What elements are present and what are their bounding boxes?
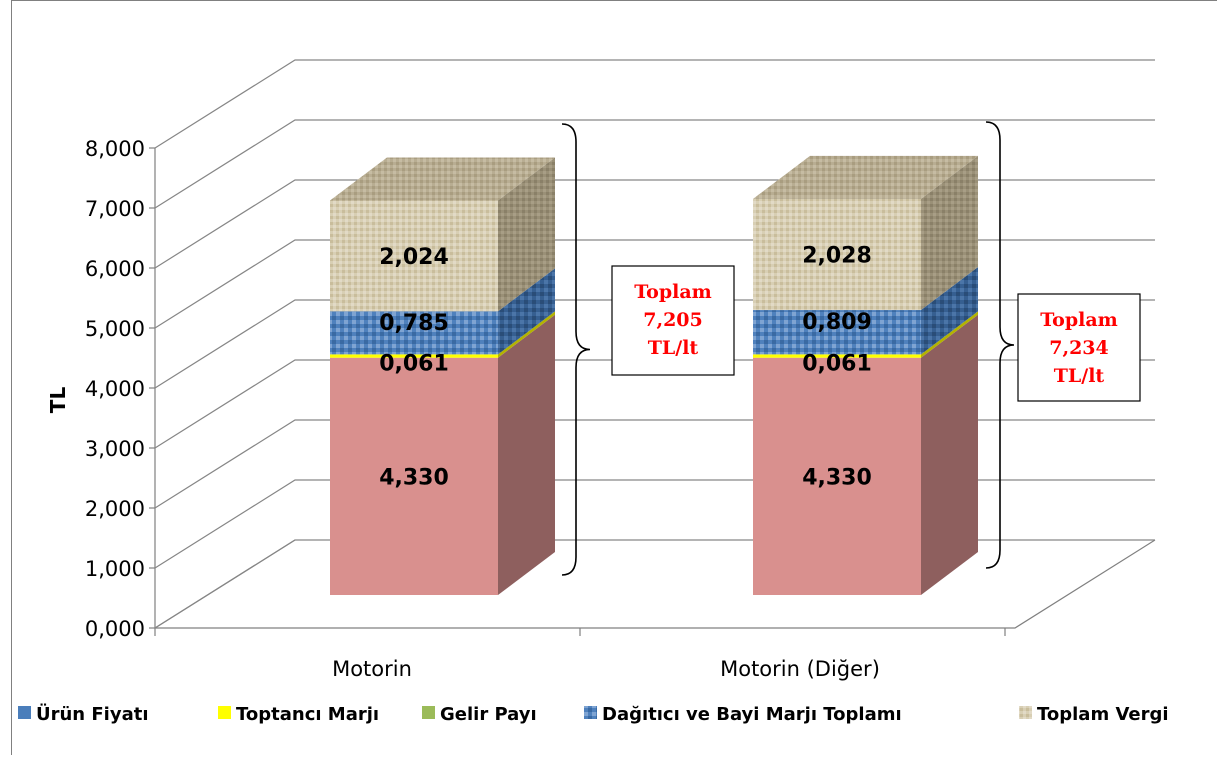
bar-segment-3 <box>330 311 498 355</box>
bar-top <box>753 155 978 199</box>
legend-swatch <box>218 706 231 719</box>
total-annotations: Toplam 7,205 TL/lt Toplam 7,234 TL/lt <box>561 121 1141 576</box>
legend-swatch <box>1019 706 1032 719</box>
legend-label: Gelir Payı <box>440 704 537 725</box>
bar-segment-0 <box>330 357 498 595</box>
legend-swatch <box>584 706 597 719</box>
data-label: 4,330 <box>802 465 872 490</box>
bar-side-1 <box>921 311 978 358</box>
bar-segment-3 <box>753 310 921 355</box>
bar-segment-1 <box>330 354 498 358</box>
y-tick-label: 5,000 <box>85 317 145 341</box>
data-labels: 4,330 0,061 0,785 2,024 4,330 0,061 0,809 2,028 <box>379 243 872 490</box>
bar-segment-4 <box>330 200 498 312</box>
y-tick-label: 1,000 <box>85 557 145 581</box>
total-text: Toplam <box>634 281 712 303</box>
y-tick-label: 2,000 <box>85 497 145 521</box>
y-ticks: 0,000 1,000 2,000 3,000 4,000 5,000 6,000 7,000… <box>85 137 145 641</box>
y-tick-label: 7,000 <box>85 197 145 221</box>
floor-front-edge <box>155 539 1156 629</box>
gridline <box>154 479 1155 569</box>
legend-label: Dağıtıcı ve Bayi Marjı Toplamı <box>602 704 902 725</box>
total-text: TL/lt <box>648 337 699 359</box>
total-text: TL/lt <box>1054 365 1105 387</box>
data-label: 2,028 <box>802 243 872 268</box>
legend: Ürün Fiyatı Toptancı Marjı Gelir Payı Dağıt… <box>18 703 1169 725</box>
y-tick-label: 6,000 <box>85 257 145 281</box>
brace <box>985 121 1015 569</box>
gridline <box>154 179 1155 269</box>
total-text: Toplam <box>1040 309 1118 331</box>
y-tick-label: 0,000 <box>85 617 145 641</box>
legend-swatch <box>18 706 31 719</box>
gridline <box>154 419 1155 509</box>
data-label: 2,024 <box>379 245 449 270</box>
category-labels: Motorin Motorin (Diğer) <box>332 657 880 681</box>
bar-segment-4 <box>753 198 921 311</box>
data-label: 4,330 <box>379 465 449 490</box>
total-box <box>1017 293 1141 402</box>
y-tick-label: 4,000 <box>85 377 145 401</box>
bar-segment-1 <box>753 354 921 358</box>
legend-swatch <box>422 706 435 719</box>
gridline <box>154 119 1155 209</box>
total-box <box>611 265 735 376</box>
bar-side-3 <box>498 268 555 355</box>
total-text: 7,234 <box>1049 337 1109 359</box>
gridline <box>154 59 1155 149</box>
bar-side-0 <box>921 314 978 595</box>
data-label: 0,809 <box>802 310 872 335</box>
chart-frame <box>11 0 1217 755</box>
total-text: 7,205 <box>643 309 703 331</box>
bar-side-4 <box>498 157 555 312</box>
y-tick-label: 3,000 <box>85 437 145 461</box>
gridline <box>154 539 1155 629</box>
category-label: Motorin <box>332 657 412 681</box>
bar-side-1 <box>498 311 555 358</box>
bar-side-0 <box>498 314 555 595</box>
data-label: 0,061 <box>802 351 872 376</box>
legend-label: Ürün Fiyatı <box>36 703 149 725</box>
category-label: Motorin (Diğer) <box>720 657 880 681</box>
bars-layer <box>330 155 978 595</box>
data-label: 0,061 <box>379 351 449 376</box>
data-label: 0,785 <box>379 311 449 336</box>
y-tick-label: 8,000 <box>85 137 145 161</box>
bar-side-3 <box>921 267 978 355</box>
legend-label: Toptancı Marjı <box>236 704 379 725</box>
bar-top <box>330 157 555 201</box>
brace <box>561 123 591 576</box>
bar-side-4 <box>921 155 978 311</box>
bar-segment-0 <box>753 357 921 595</box>
y-axis-label: TL <box>46 387 70 414</box>
legend-label: Toplam Vergi <box>1037 704 1169 725</box>
